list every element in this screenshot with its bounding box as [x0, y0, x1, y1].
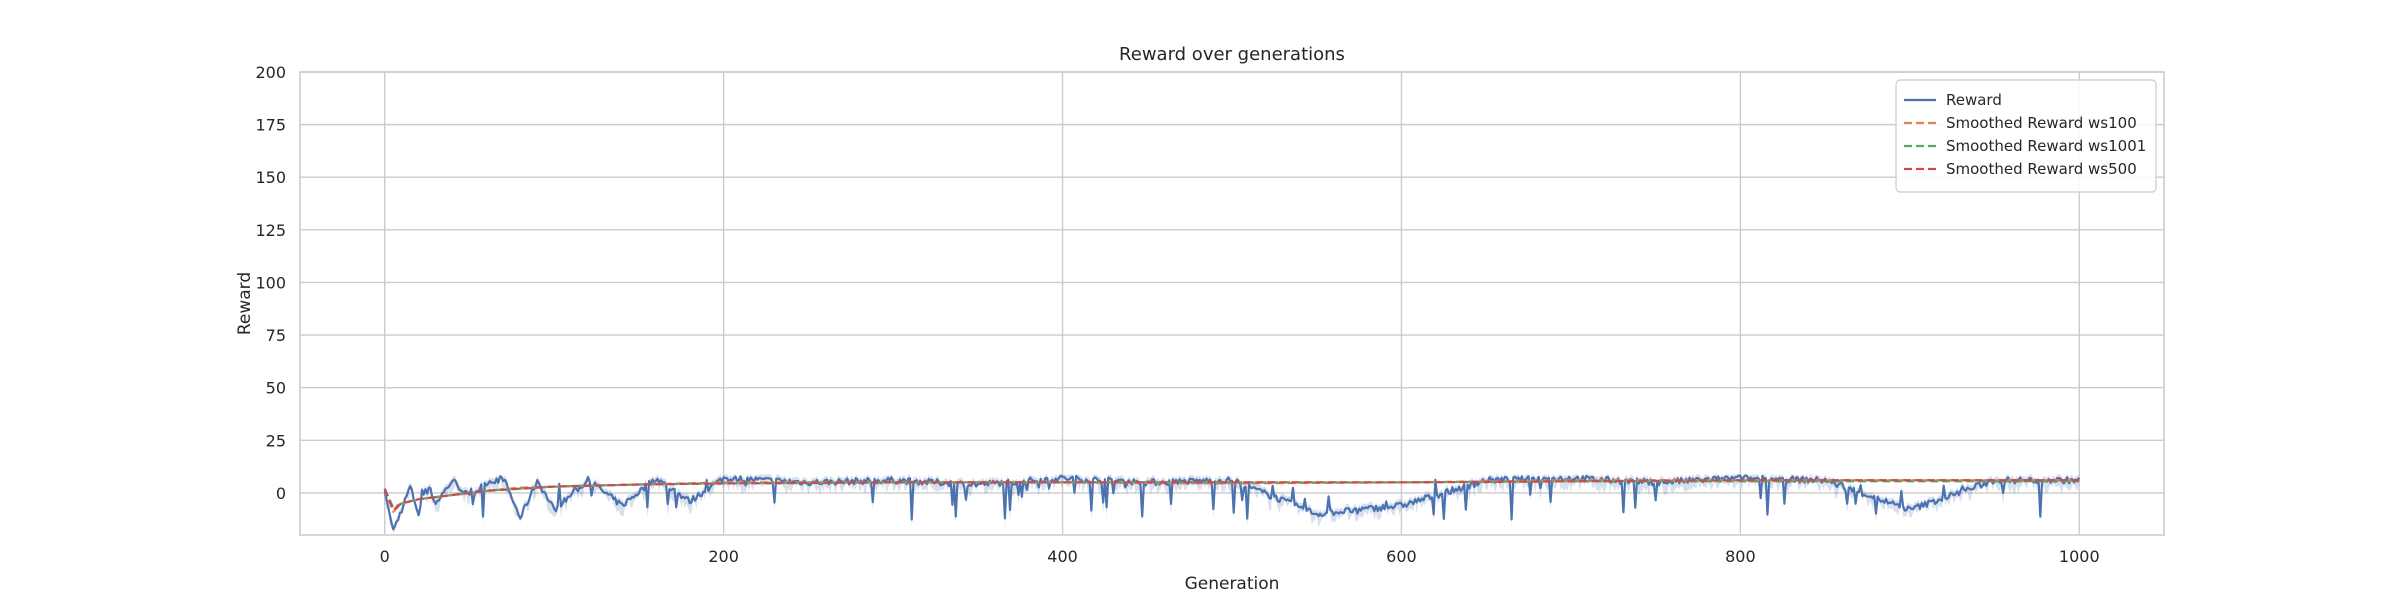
legend-label: Smoothed Reward ws100	[1946, 114, 2137, 132]
y-axis-label: Reward	[235, 272, 255, 335]
series-line-smoothed-reward-ws500	[383, 479, 2080, 511]
series-line-reward	[383, 474, 2081, 531]
x-axis-label: Generation	[1185, 574, 1280, 594]
legend-label: Smoothed Reward ws500	[1946, 160, 2137, 178]
y-tick-label: 125	[255, 221, 286, 240]
legend-label: Reward	[1946, 91, 2002, 109]
legend-box	[1895, 79, 2157, 193]
chart-title: Reward over generations	[1119, 44, 1345, 65]
x-tick-label: 1000	[2059, 547, 2100, 566]
y-tick-label: 25	[266, 431, 286, 450]
grid	[300, 71, 2164, 535]
legend-label: Smoothed Reward ws1001	[1946, 137, 2146, 155]
x-tick-label: 600	[1386, 547, 1417, 566]
y-tick-label: 0	[276, 484, 286, 503]
x-tick-label: 200	[708, 547, 739, 566]
plot-frame	[299, 71, 2165, 536]
y-tick-label: 75	[266, 326, 286, 345]
legend: Reward Smoothed Reward ws100 Smoothed Rewa…	[1895, 79, 2157, 193]
tick-labels: 0 200 400 600 800 1000 0 25 50 75 100 125 150 175 200	[255, 63, 2099, 566]
y-tick-label: 150	[255, 168, 286, 187]
x-tick-label: 400	[1047, 547, 1078, 566]
y-tick-label: 100	[255, 273, 286, 292]
y-tick-label: 200	[255, 63, 286, 82]
y-tick-label: 175	[255, 116, 286, 135]
reward-band	[384, 474, 2080, 533]
x-tick-label: 0	[380, 547, 390, 566]
series-lines	[383, 474, 2081, 531]
x-tick-label: 800	[1725, 547, 1756, 566]
y-tick-label: 50	[266, 379, 286, 398]
reward-confidence-band	[384, 474, 2080, 533]
